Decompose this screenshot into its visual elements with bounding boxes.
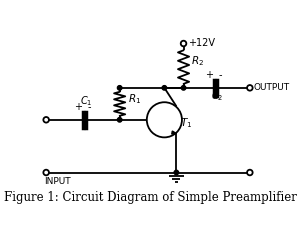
Text: $T_1$: $T_1$ [180, 116, 193, 130]
Circle shape [117, 118, 122, 122]
Circle shape [247, 85, 253, 91]
Text: $C_2$: $C_2$ [211, 89, 223, 103]
Polygon shape [172, 131, 176, 134]
Text: Figure 1: Circuit Diagram of Simple Preamplifier: Figure 1: Circuit Diagram of Simple Prea… [4, 191, 296, 204]
Text: INPUT: INPUT [45, 177, 71, 186]
Text: -: - [218, 70, 222, 80]
Text: $R_1$: $R_1$ [128, 92, 141, 106]
Circle shape [44, 170, 49, 175]
Circle shape [147, 102, 182, 137]
Text: +: + [205, 70, 213, 80]
Circle shape [162, 86, 166, 90]
Circle shape [181, 86, 186, 90]
Circle shape [247, 170, 253, 175]
Text: $R_2$: $R_2$ [191, 55, 204, 69]
Text: OUTPUT: OUTPUT [253, 83, 289, 92]
Circle shape [174, 170, 178, 175]
Circle shape [117, 86, 122, 90]
Text: +: + [74, 102, 82, 112]
Text: -: - [87, 102, 91, 112]
Circle shape [181, 41, 186, 46]
Text: $C_1$: $C_1$ [80, 94, 92, 108]
Text: +12V: +12V [188, 38, 214, 48]
Circle shape [44, 117, 49, 123]
